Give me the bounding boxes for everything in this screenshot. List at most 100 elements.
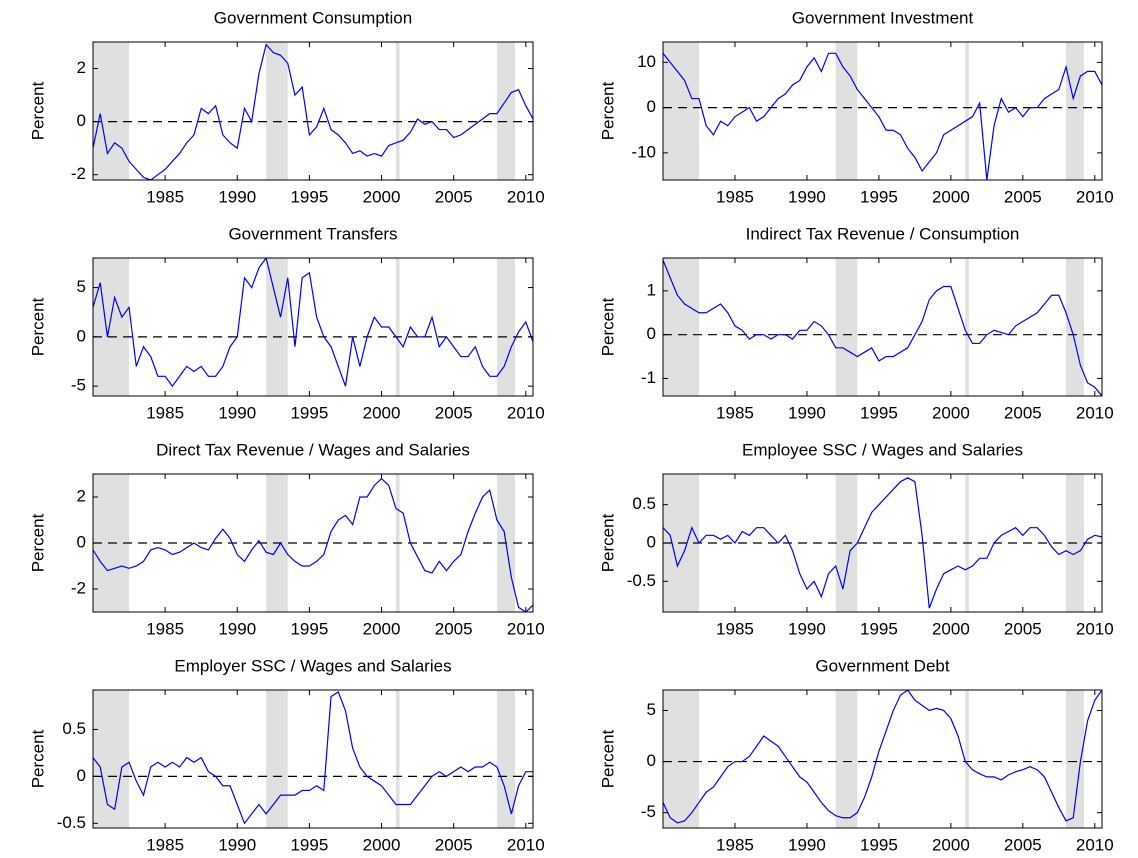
- x-tick-label: 1990: [788, 187, 826, 206]
- x-tick-label: 2000: [363, 619, 401, 638]
- shaded-period: [395, 42, 400, 180]
- shaded-period: [965, 690, 969, 828]
- chart-title: Indirect Tax Revenue / Consumption: [746, 224, 1020, 243]
- y-tick-label: 2: [77, 486, 86, 505]
- x-tick-label: 1985: [716, 187, 754, 206]
- data-line: [663, 259, 1102, 396]
- shaded-period: [835, 690, 858, 828]
- y-axis-label: Percent: [28, 513, 47, 572]
- y-tick-label: -0.5: [57, 813, 86, 832]
- chart-title: Government Investment: [792, 8, 974, 27]
- axis-box: [92, 41, 534, 181]
- x-tick-label: 1985: [146, 403, 184, 422]
- shaded-period: [1066, 690, 1085, 828]
- chart-title: Government Consumption: [214, 8, 412, 27]
- y-tick-label: -2: [71, 578, 86, 597]
- y-tick-label: -0.5: [627, 571, 656, 590]
- x-tick-label: 2005: [435, 403, 473, 422]
- x-tick-label: 1995: [860, 835, 898, 854]
- x-tick-label: 2005: [1004, 187, 1042, 206]
- y-axis-label: Percent: [598, 81, 617, 140]
- y-tick-label: 0: [647, 532, 656, 551]
- shaded-period: [835, 42, 858, 180]
- y-tick-label: -5: [641, 802, 656, 821]
- axis-box: [92, 689, 534, 829]
- y-tick-label: 2: [77, 58, 86, 77]
- y-tick-label: 0.5: [632, 494, 656, 513]
- chart-title: Employee SSC / Wages and Salaries: [742, 440, 1023, 459]
- x-tick-label: 2010: [1076, 835, 1114, 854]
- y-axis-label: Percent: [598, 297, 617, 356]
- y-tick-label: 5: [647, 700, 656, 719]
- y-tick-label: -5: [71, 376, 86, 395]
- x-tick-label: 2010: [507, 187, 545, 206]
- panel: 1985 1990 1995 2000 2005 2010 -0.5 0 0.5 Employer…: [28, 656, 544, 854]
- y-tick-label: 0: [647, 97, 656, 116]
- shaded-period: [1066, 42, 1085, 180]
- x-tick-label: 1990: [218, 835, 256, 854]
- shaded-period: [965, 42, 969, 180]
- shaded-period: [93, 258, 130, 396]
- y-tick-label: 0: [77, 766, 86, 785]
- chart-title: Government Transfers: [228, 224, 397, 243]
- x-tick-label: 2010: [507, 619, 545, 638]
- x-tick-label: 2005: [435, 835, 473, 854]
- x-tick-label: 2010: [1076, 403, 1114, 422]
- y-tick-label: 0: [647, 324, 656, 343]
- x-tick-label: 1995: [290, 619, 328, 638]
- x-tick-label: 1990: [788, 619, 826, 638]
- x-tick-label: 1985: [146, 619, 184, 638]
- x-tick-label: 1990: [218, 403, 256, 422]
- shaded-period: [395, 690, 400, 828]
- shaded-period: [835, 258, 858, 396]
- chart-title: Employer SSC / Wages and Salaries: [174, 656, 451, 675]
- data-line: [93, 258, 533, 388]
- axis-box: [662, 41, 1103, 181]
- shaded-period: [266, 690, 288, 828]
- panel: 1985 1990 1995 2000 2005 2010 -5 0 5 Government T…: [28, 224, 544, 422]
- data-line: [663, 690, 1102, 824]
- x-tick-label: 2000: [932, 403, 970, 422]
- x-tick-label: 2005: [435, 187, 473, 206]
- x-tick-label: 2000: [932, 187, 970, 206]
- y-tick-label: 10: [637, 52, 656, 71]
- shaded-period: [496, 42, 515, 180]
- shaded-period: [93, 690, 130, 828]
- panel: 1985 1990 1995 2000 2005 2010 -0.5 0 0.5 Employee…: [598, 440, 1113, 638]
- y-tick-label: -2: [71, 164, 86, 183]
- x-tick-label: 1995: [860, 403, 898, 422]
- y-axis-label: Percent: [28, 729, 47, 788]
- x-tick-label: 2000: [932, 619, 970, 638]
- y-tick-label: 5: [77, 277, 86, 296]
- shaded-period: [93, 42, 130, 180]
- panel: 1985 1990 1995 2000 2005 2010 -2 0 2 Direct Tax R…: [28, 440, 544, 638]
- shaded-period: [663, 42, 699, 180]
- x-tick-label: 1990: [218, 619, 256, 638]
- y-tick-label: 0: [77, 326, 86, 345]
- x-tick-label: 1985: [146, 187, 184, 206]
- axis-box: [92, 257, 534, 397]
- x-tick-label: 1985: [716, 403, 754, 422]
- x-tick-label: 1995: [290, 403, 328, 422]
- y-tick-label: 0: [77, 532, 86, 551]
- data-line: [93, 477, 533, 612]
- axis-box: [662, 257, 1103, 397]
- shaded-period: [266, 42, 288, 180]
- shaded-period: [965, 258, 969, 396]
- x-tick-label: 1985: [716, 835, 754, 854]
- x-tick-label: 2000: [363, 835, 401, 854]
- data-line: [93, 43, 533, 180]
- x-tick-label: 1995: [860, 619, 898, 638]
- x-tick-label: 2000: [363, 403, 401, 422]
- x-tick-label: 2005: [435, 619, 473, 638]
- x-tick-label: 2010: [507, 835, 545, 854]
- x-tick-label: 2005: [1004, 835, 1042, 854]
- y-tick-label: 0: [647, 751, 656, 770]
- x-tick-label: 1995: [860, 187, 898, 206]
- y-axis-label: Percent: [28, 297, 47, 356]
- chart-title: Direct Tax Revenue / Wages and Salaries: [156, 440, 470, 459]
- shaded-period: [496, 258, 515, 396]
- data-line: [93, 690, 533, 825]
- x-tick-label: 2010: [507, 403, 545, 422]
